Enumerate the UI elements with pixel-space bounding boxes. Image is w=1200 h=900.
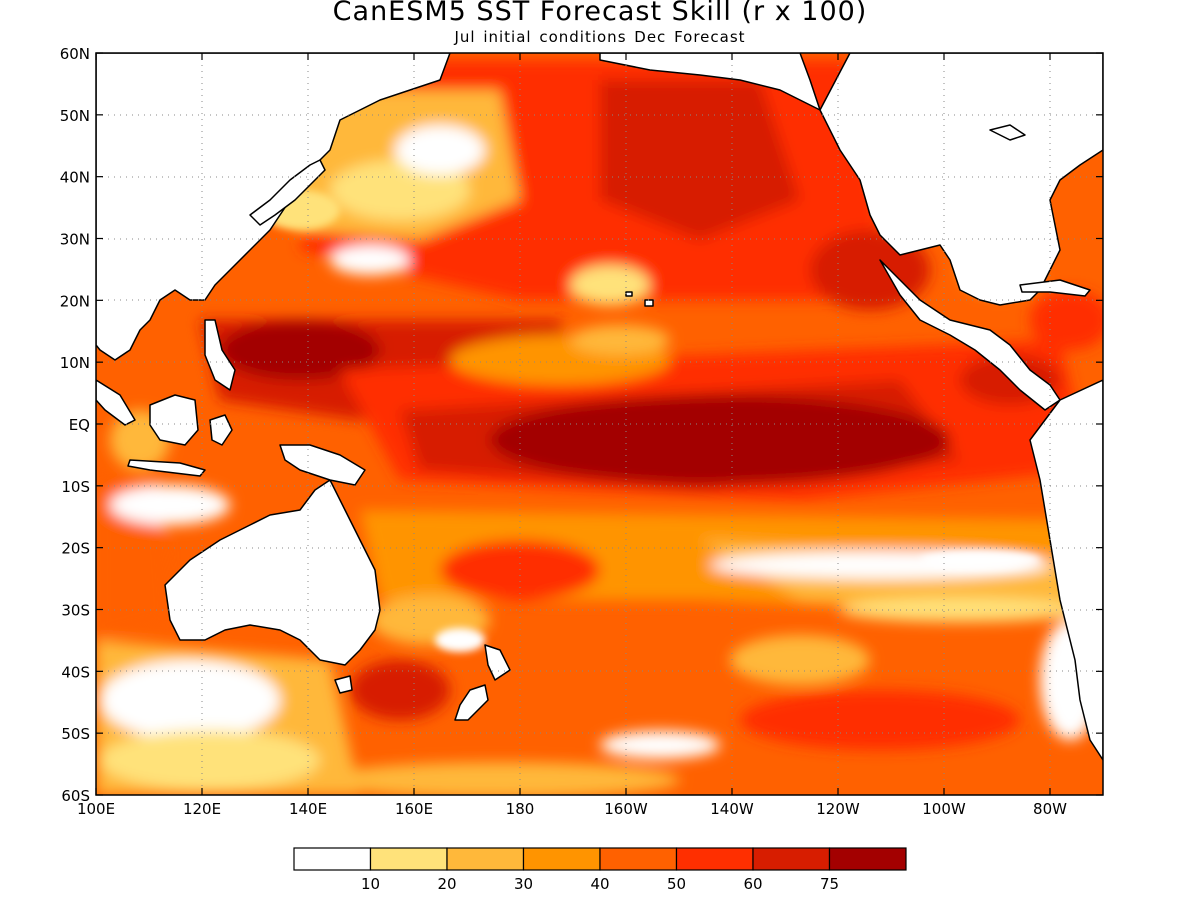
x-tick-label: 120W <box>816 800 860 818</box>
y-tick-label: 30S <box>61 602 90 620</box>
colorbar-swatch <box>675 847 754 871</box>
y-tick-label: 40S <box>61 663 90 681</box>
colorbar-swatch <box>752 847 831 871</box>
skill-field <box>96 53 1103 795</box>
y-tick-label: EQ <box>69 416 90 434</box>
x-tick-label: 120E <box>183 800 221 818</box>
colorbar-label: 20 <box>437 875 456 893</box>
x-tick-label: 100W <box>922 800 966 818</box>
x-axis-labels: 100E 120E 140E 160E 180 160W 140W 120W 100W 80W <box>77 800 1067 818</box>
colorbar-label: 50 <box>667 875 686 893</box>
x-tick-label: 160E <box>395 800 433 818</box>
colorbar-label: 30 <box>514 875 533 893</box>
y-tick-label: 50S <box>61 725 90 743</box>
chart-subtitle: Jul initial conditions Dec Forecast <box>454 28 746 46</box>
colorbar-swatch <box>446 847 525 871</box>
y-tick-label: 60S <box>61 787 90 805</box>
y-tick-label: 40N <box>60 169 90 187</box>
y-tick-label: 20N <box>60 292 90 310</box>
y-tick-label: 10S <box>61 478 90 496</box>
x-tick-label: 140W <box>710 800 754 818</box>
y-tick-label: 10N <box>60 354 90 372</box>
y-tick-label: 20S <box>61 540 90 558</box>
colorbar-label: 40 <box>590 875 609 893</box>
x-tick-label: 80W <box>1033 800 1067 818</box>
y-tick-label: 60N <box>60 45 90 63</box>
graticule <box>96 53 1103 795</box>
y-tick-label: 50N <box>60 107 90 125</box>
colorbar-label: 60 <box>743 875 762 893</box>
x-tick-label: 140E <box>289 800 327 818</box>
colorbar-label: 75 <box>820 875 839 893</box>
colorbar-swatch <box>599 847 678 871</box>
axis-ticks <box>95 52 1103 796</box>
chart-title: CanESM5 SST Forecast Skill (r x 100) <box>332 0 868 27</box>
x-tick-label: 180 <box>506 800 535 818</box>
x-tick-label: 160W <box>604 800 648 818</box>
colorbar-label: 10 <box>361 875 380 893</box>
colorbar-swatch <box>828 847 907 871</box>
y-axis-labels: 60N 50N 40N 30N 20N 10N EQ 10S 20S 30S 40S 50S 60S <box>60 45 90 805</box>
colorbar: 10 20 30 40 50 60 75 <box>293 847 907 893</box>
x-tick-label: 100E <box>77 800 115 818</box>
colorbar-swatch <box>369 847 448 871</box>
colorbar-swatch <box>522 847 601 871</box>
colorbar-swatch <box>293 847 372 871</box>
y-tick-label: 30N <box>60 231 90 249</box>
coastlines <box>96 53 1103 761</box>
